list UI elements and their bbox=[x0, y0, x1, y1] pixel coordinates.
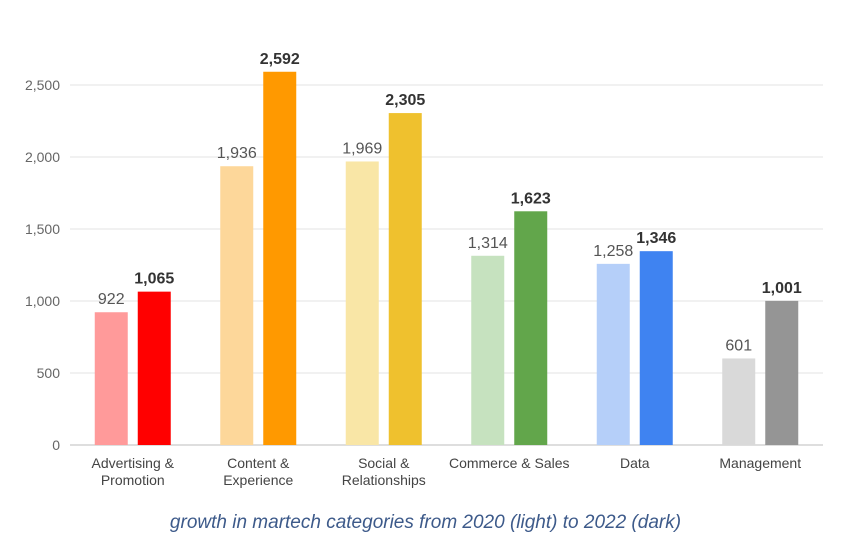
data-label-2020: 1,936 bbox=[217, 145, 257, 162]
category-label: Commerce & Sales bbox=[449, 455, 570, 471]
bar-2020 bbox=[471, 255, 505, 445]
category-label-line: Content & bbox=[227, 455, 290, 471]
category-label: Management bbox=[719, 455, 801, 471]
data-label-2020: 922 bbox=[98, 291, 125, 308]
bar-2022 bbox=[263, 71, 297, 445]
y-axis-ticks: 0 500 1,000 1,500 2,000 2,500 bbox=[25, 77, 60, 453]
data-label-2020: 1,258 bbox=[593, 243, 633, 260]
data-labels: 922 1,065 1,936 2,592 1,969 2,305 1,314 1,623 1,… bbox=[98, 51, 802, 355]
y-tick-label: 500 bbox=[37, 365, 61, 381]
category-label-line: Commerce & Sales bbox=[449, 455, 570, 471]
data-label-2020: 1,969 bbox=[342, 140, 382, 157]
data-label-2022: 1,346 bbox=[636, 230, 676, 247]
data-label-2020: 1,314 bbox=[468, 235, 508, 252]
y-tick-label: 1,000 bbox=[25, 293, 60, 309]
bar-2022 bbox=[514, 211, 548, 445]
bar-2022 bbox=[388, 113, 422, 445]
category-label: Advertising & Promotion bbox=[92, 455, 175, 488]
bar-2020 bbox=[596, 263, 630, 445]
category-label-line: Relationships bbox=[342, 472, 426, 488]
data-label-2022: 1,065 bbox=[134, 271, 174, 288]
bar-2022 bbox=[137, 291, 171, 445]
bar-2020 bbox=[722, 358, 756, 445]
y-tick-label: 0 bbox=[52, 437, 60, 453]
y-tick-label: 1,500 bbox=[25, 221, 60, 237]
category-label-line: Advertising & bbox=[92, 455, 175, 471]
bar-2020 bbox=[220, 166, 254, 445]
x-axis-labels: Advertising & Promotion Content & Experienc… bbox=[92, 455, 802, 488]
bar-2020 bbox=[345, 161, 379, 446]
data-label-2020: 601 bbox=[725, 337, 752, 354]
bar-2020 bbox=[94, 312, 128, 445]
y-tick-label: 2,000 bbox=[25, 149, 60, 165]
y-tick-label: 2,500 bbox=[25, 77, 60, 93]
data-label-2022: 2,305 bbox=[385, 92, 425, 109]
gridlines bbox=[70, 84, 823, 446]
bars bbox=[94, 71, 799, 446]
bar-2022 bbox=[639, 251, 673, 445]
data-label-2022: 1,001 bbox=[762, 280, 802, 297]
category-label-line: Experience bbox=[223, 472, 293, 488]
category-label-line: Data bbox=[620, 455, 650, 471]
data-label-2022: 1,623 bbox=[511, 190, 551, 207]
category-label-line: Social & bbox=[358, 455, 410, 471]
bar-2022 bbox=[765, 300, 799, 445]
data-label-2022: 2,592 bbox=[260, 51, 300, 68]
category-label: Social & Relationships bbox=[342, 455, 426, 488]
category-label: Content & Experience bbox=[223, 455, 293, 488]
category-label-line: Promotion bbox=[101, 472, 165, 488]
category-label-line: Management bbox=[719, 455, 801, 471]
chart-caption: growth in martech categories from 2020 (… bbox=[169, 512, 682, 533]
category-label: Data bbox=[620, 455, 650, 471]
